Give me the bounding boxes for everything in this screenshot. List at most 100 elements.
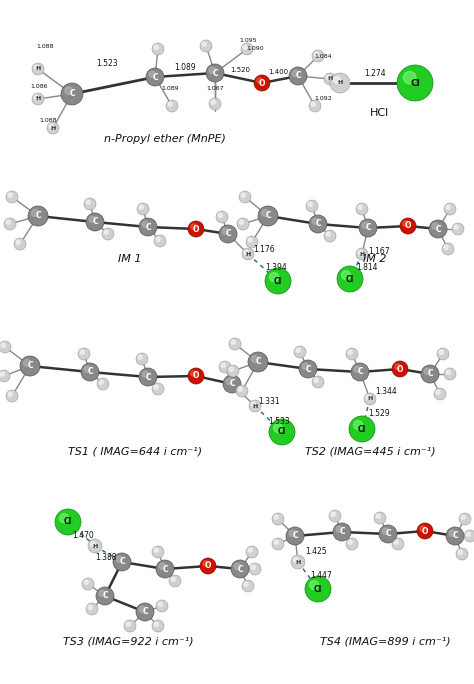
Circle shape bbox=[138, 355, 142, 359]
Circle shape bbox=[154, 385, 158, 389]
Text: 1.088: 1.088 bbox=[36, 44, 54, 49]
Circle shape bbox=[84, 580, 88, 584]
Circle shape bbox=[241, 43, 253, 55]
Circle shape bbox=[152, 546, 164, 558]
Circle shape bbox=[8, 392, 12, 396]
Circle shape bbox=[444, 203, 456, 215]
Circle shape bbox=[152, 620, 164, 632]
Text: 1.394: 1.394 bbox=[265, 263, 287, 272]
Circle shape bbox=[0, 370, 10, 382]
Circle shape bbox=[356, 248, 368, 260]
Circle shape bbox=[336, 526, 342, 532]
Circle shape bbox=[269, 419, 295, 445]
Circle shape bbox=[126, 622, 130, 627]
Circle shape bbox=[349, 416, 375, 442]
Circle shape bbox=[139, 368, 157, 386]
Text: O: O bbox=[405, 222, 411, 231]
Text: C: C bbox=[339, 527, 345, 536]
Text: H: H bbox=[367, 397, 373, 402]
Text: C: C bbox=[152, 73, 158, 81]
Circle shape bbox=[234, 563, 240, 570]
Circle shape bbox=[262, 209, 268, 217]
Circle shape bbox=[154, 622, 158, 627]
Text: O: O bbox=[422, 527, 428, 536]
Circle shape bbox=[434, 388, 446, 400]
Circle shape bbox=[326, 232, 330, 236]
Circle shape bbox=[314, 378, 319, 382]
Circle shape bbox=[379, 525, 397, 543]
Circle shape bbox=[273, 423, 283, 433]
Text: C: C bbox=[212, 68, 218, 77]
Circle shape bbox=[156, 600, 168, 612]
Circle shape bbox=[60, 514, 69, 523]
Text: 1.520: 1.520 bbox=[230, 67, 250, 73]
Text: C: C bbox=[315, 220, 321, 228]
Text: C: C bbox=[145, 222, 151, 231]
Circle shape bbox=[166, 100, 178, 112]
Circle shape bbox=[289, 530, 295, 536]
Circle shape bbox=[254, 75, 270, 91]
Text: C: C bbox=[357, 367, 363, 376]
Text: C: C bbox=[237, 564, 243, 573]
Circle shape bbox=[231, 340, 235, 344]
Text: 1.331: 1.331 bbox=[258, 397, 280, 406]
Circle shape bbox=[351, 363, 369, 381]
Circle shape bbox=[314, 52, 319, 56]
Text: TS3 (IMAG=922 i cm⁻¹): TS3 (IMAG=922 i cm⁻¹) bbox=[63, 637, 193, 647]
Text: TS2 (IMAG=445 i cm⁻¹): TS2 (IMAG=445 i cm⁻¹) bbox=[305, 447, 435, 457]
Text: C: C bbox=[162, 564, 168, 573]
Circle shape bbox=[211, 100, 215, 104]
Circle shape bbox=[200, 40, 212, 52]
Text: HCl: HCl bbox=[370, 108, 390, 118]
Circle shape bbox=[392, 361, 408, 377]
Text: TS1 ( IMAG=644 i cm⁻¹): TS1 ( IMAG=644 i cm⁻¹) bbox=[68, 447, 202, 457]
Text: C: C bbox=[305, 365, 311, 373]
Circle shape bbox=[346, 538, 358, 550]
Circle shape bbox=[305, 576, 331, 602]
Circle shape bbox=[84, 198, 96, 210]
Circle shape bbox=[244, 250, 248, 254]
Circle shape bbox=[437, 348, 449, 360]
Circle shape bbox=[227, 365, 239, 377]
Circle shape bbox=[354, 366, 360, 373]
Circle shape bbox=[80, 350, 84, 354]
Circle shape bbox=[20, 356, 40, 376]
Text: 1.095: 1.095 bbox=[239, 38, 257, 42]
Circle shape bbox=[417, 523, 433, 539]
Text: 1.089: 1.089 bbox=[174, 62, 196, 72]
Text: O: O bbox=[205, 562, 211, 570]
Circle shape bbox=[392, 538, 404, 550]
Text: C: C bbox=[145, 373, 151, 382]
Circle shape bbox=[88, 605, 92, 609]
Circle shape bbox=[24, 360, 30, 367]
Circle shape bbox=[241, 193, 246, 197]
Circle shape bbox=[456, 548, 468, 560]
Circle shape bbox=[444, 368, 456, 380]
Circle shape bbox=[32, 93, 44, 105]
Text: C: C bbox=[265, 211, 271, 220]
Circle shape bbox=[14, 238, 26, 250]
Circle shape bbox=[191, 224, 196, 229]
Circle shape bbox=[358, 205, 362, 209]
Circle shape bbox=[329, 510, 341, 522]
Circle shape bbox=[461, 515, 465, 519]
Circle shape bbox=[89, 216, 95, 222]
Circle shape bbox=[459, 513, 471, 525]
Text: H: H bbox=[50, 125, 55, 131]
Text: Cl: Cl bbox=[358, 425, 366, 434]
Circle shape bbox=[248, 352, 268, 372]
Circle shape bbox=[218, 213, 222, 218]
Circle shape bbox=[4, 218, 16, 230]
Circle shape bbox=[152, 43, 164, 55]
Text: C: C bbox=[365, 224, 371, 233]
Circle shape bbox=[348, 540, 352, 544]
Circle shape bbox=[97, 378, 109, 390]
Circle shape bbox=[139, 218, 157, 236]
Circle shape bbox=[154, 45, 158, 49]
Text: C: C bbox=[92, 218, 98, 226]
Circle shape bbox=[324, 73, 336, 85]
Circle shape bbox=[421, 365, 439, 383]
Circle shape bbox=[249, 400, 261, 412]
Circle shape bbox=[209, 98, 221, 110]
Circle shape bbox=[442, 243, 454, 255]
